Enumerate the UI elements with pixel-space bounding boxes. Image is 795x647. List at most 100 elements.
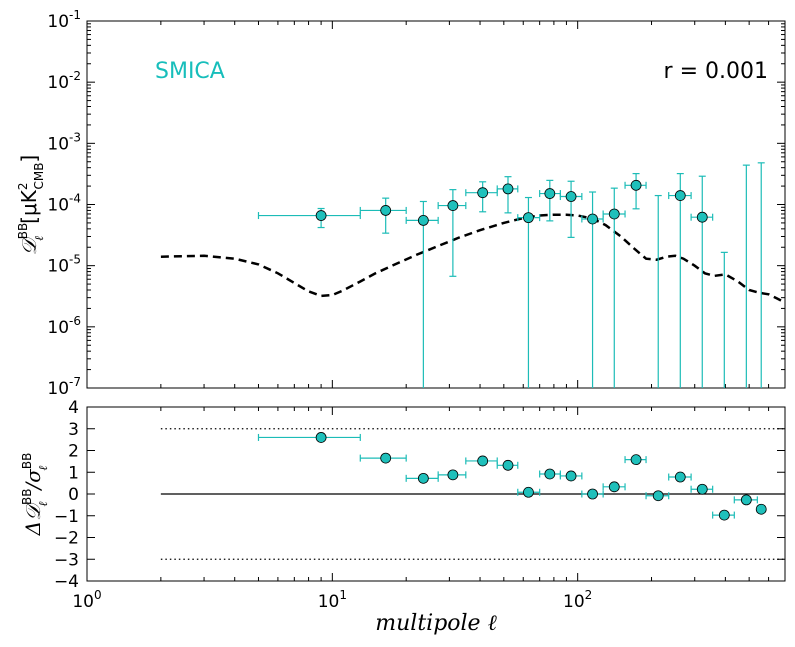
top-y-tick-label: 10-4 [47,192,81,216]
data-marker [565,191,577,202]
top-panel: 10-7 10-6 10-5 10-4 10-3 10-2 10-1 SMICA r = 0… [16,8,786,399]
bottom-data-point [517,486,541,498]
data-marker [696,211,708,223]
top-y-tick-label: 10-2 [47,69,81,93]
data-marker [544,188,556,199]
top-data-point [654,194,662,388]
data-marker [674,471,686,483]
data-marker [630,179,642,191]
bottom-data-point [437,469,467,481]
top-data-point [742,164,750,388]
top-y-axis-label: 𝒟BB ℓ[μK2 CMB] [16,155,46,256]
top-data-point [602,187,626,388]
top-y-tick-label: 10-7 [47,375,81,399]
data-marker [630,454,642,466]
data-marker [417,214,429,226]
bottom-data-point [359,452,407,464]
data-marker [740,494,752,506]
data-marker [587,488,598,500]
bottom-data-point [690,483,714,495]
bottom-data-point [559,470,583,482]
bottom-data-point [733,494,758,506]
data-marker [696,483,708,495]
top-data-point [359,197,407,234]
bottom-y-tick-label: −3 [54,550,79,570]
bottom-x-ticks: 100 101 102 [72,407,786,612]
bottom-y-tick-label: 0 [68,485,79,505]
bottom-data-point [712,509,735,521]
data-marker [502,459,514,471]
data-marker [608,481,620,493]
top-y-tick-label: 10-1 [47,8,81,32]
bottom-y-axis-label: Δ𝒟BB ℓ/σBB ℓ [20,453,50,537]
data-marker [380,452,392,464]
bottom-y-tick-label: −4 [54,572,79,592]
top-data-point [668,173,692,388]
top-data-point [690,175,714,388]
data-marker [477,455,489,467]
top-y-tick-label: 10-6 [47,314,81,338]
bottom-y-tick-label: 1 [68,463,79,483]
top-data-point [517,196,541,388]
top-model-curve [160,213,786,304]
bottom-data-point [668,471,692,483]
bottom-y-tick-label: 4 [68,398,79,418]
x-tick-label: 101 [318,588,347,612]
data-marker [755,503,767,515]
bottom-data-point [602,481,626,493]
top-data-point [720,251,728,388]
top-data-point [559,180,583,238]
x-axis-label: multipole ℓ [375,611,497,636]
data-marker [587,213,598,225]
top-plot-area [86,20,786,389]
top-data-point [539,179,561,222]
data-marker [608,208,620,220]
top-data-point [581,191,604,388]
top-y-ticks: 10-7 10-6 10-5 10-4 10-3 10-2 10-1 [47,8,785,399]
x-tick-label: 100 [72,588,101,612]
bottom-y-tick-label: 3 [68,420,79,440]
bottom-y-tick-label: −1 [54,507,79,527]
top-data-point [496,176,519,214]
bottom-data-point [405,472,439,484]
bottom-data-points [257,432,767,521]
top-data-point [437,189,467,277]
data-marker [380,205,392,216]
x-tick-label: 102 [563,588,592,612]
bottom-data-point [755,503,767,515]
data-marker [523,486,534,498]
data-marker [477,187,489,199]
bottom-data-point [257,432,361,443]
data-marker [565,470,577,482]
top-x-ticks [86,21,786,388]
bottom-data-point [581,488,604,500]
data-marker [315,210,327,221]
model-dashed-line [160,213,786,304]
bottom-y-tick-label: 2 [68,442,79,462]
data-marker [718,509,730,521]
data-marker [447,200,459,211]
annotation-r-value: r = 0.001 [664,59,768,84]
top-data-point [757,162,765,388]
bottom-reference-lines [160,428,785,560]
data-marker [417,472,429,484]
bottom-data-point [624,454,647,466]
top-data-point [465,181,498,213]
top-data-points [257,162,765,388]
data-marker [674,190,686,201]
annotation-smica: SMICA [155,59,225,84]
bottom-data-point [496,459,519,471]
top-data-point [257,207,361,229]
data-marker [315,432,327,443]
data-marker [523,212,534,224]
bottom-y-tick-label: −2 [54,529,79,549]
data-marker [447,469,459,481]
top-y-tick-label: 10-3 [47,130,81,154]
data-marker [652,490,664,502]
top-data-point [405,200,439,388]
data-marker [502,183,514,195]
top-data-point [624,173,647,210]
